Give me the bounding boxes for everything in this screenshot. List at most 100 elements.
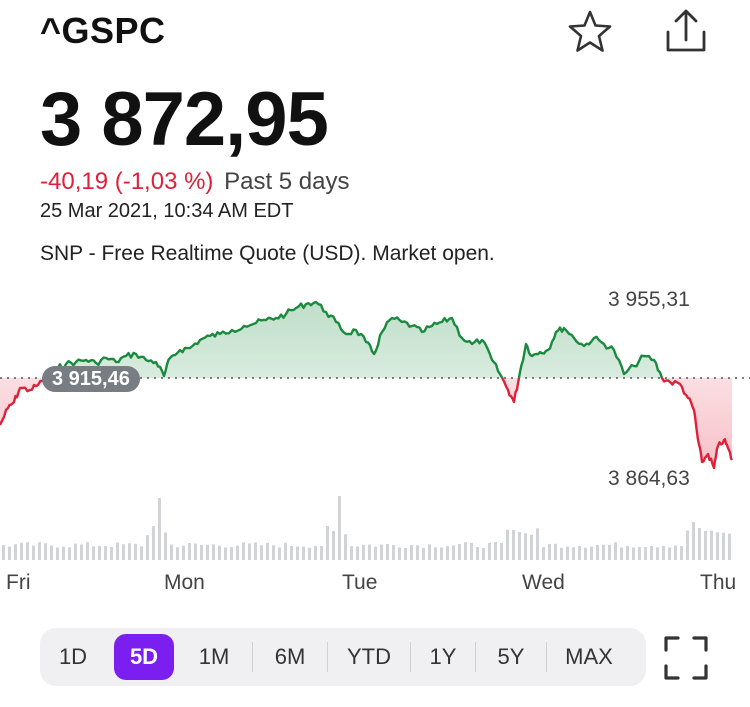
quote-source: SNP - Free Realtime Quote (USD). Market … <box>40 242 495 265</box>
volume-bar <box>32 545 35 560</box>
volume-bar <box>398 547 401 560</box>
volume-bar <box>26 542 29 560</box>
volume-bars <box>2 496 731 560</box>
volume-bar <box>56 547 59 560</box>
range-5d-button[interactable]: 5D <box>114 634 174 680</box>
volume-bar <box>548 543 551 560</box>
volume-bar <box>416 545 419 560</box>
volume-bar <box>710 530 713 560</box>
volume-bar <box>86 542 89 560</box>
volume-bar <box>542 547 545 560</box>
volume-bar <box>266 542 269 560</box>
volume-bar <box>620 547 623 560</box>
volume-bar <box>14 544 17 560</box>
volume-bar <box>242 542 245 560</box>
volume-bar <box>374 546 377 560</box>
volume-bar <box>494 542 497 560</box>
volume-bar <box>578 546 581 560</box>
volume-bar <box>368 544 371 560</box>
volume-bar <box>722 532 725 560</box>
x-label-mon: Mon <box>164 571 205 594</box>
volume-bar <box>164 532 167 560</box>
volume-bar <box>362 544 365 560</box>
volume-bar <box>410 545 413 560</box>
volume-bar <box>464 542 467 560</box>
volume-bar <box>350 546 353 560</box>
volume-bar <box>200 544 203 560</box>
volume-bar <box>98 545 101 560</box>
volume-bar <box>638 547 641 560</box>
volume-bar <box>182 545 185 560</box>
quote-timestamp: 25 Mar 2021, 10:34 AM EDT <box>40 200 294 222</box>
volume-bar <box>440 547 443 560</box>
volume-bar <box>188 543 191 560</box>
price-change: -40,19 (-1,03 %) <box>40 168 214 195</box>
expand-icon[interactable] <box>662 634 710 682</box>
volume-bar <box>284 542 287 560</box>
volume-bar <box>236 545 239 560</box>
volume-bar <box>488 542 491 560</box>
change-line: -40,19 (-1,03 %) Past 5 days <box>40 168 350 196</box>
volume-bar <box>716 532 719 560</box>
volume-bar <box>194 543 197 560</box>
volume-bar <box>506 529 509 560</box>
volume-bar <box>116 542 119 560</box>
range-1m-button[interactable]: 1M <box>198 644 230 669</box>
volume-bar <box>662 546 665 560</box>
volume-bar <box>668 547 671 560</box>
volume-bar <box>566 546 569 560</box>
volume-bar <box>596 545 599 560</box>
share-icon[interactable] <box>660 6 712 56</box>
volume-bar <box>608 544 611 560</box>
price-area-up <box>0 302 732 378</box>
volume-bar <box>530 534 533 560</box>
range-ytd-button[interactable]: YTD <box>347 644 391 669</box>
chart-low-label: 3 864,63 <box>608 467 690 490</box>
volume-bar <box>170 544 173 560</box>
volume-bar <box>38 542 41 560</box>
volume-bar <box>680 546 683 560</box>
price-line-up <box>43 300 664 378</box>
range-max-button[interactable]: MAX <box>565 644 613 669</box>
price-chart[interactable] <box>0 290 750 560</box>
volume-bar <box>104 546 107 560</box>
volume-bar <box>572 547 575 560</box>
range-6m-button[interactable]: 6M <box>274 644 306 669</box>
current-price: 3 872,95 <box>40 77 329 162</box>
volume-bar <box>602 544 605 560</box>
volume-bar <box>356 546 359 560</box>
range-1d-button[interactable]: 1D <box>58 644 88 669</box>
range-separator <box>327 642 328 672</box>
volume-bar <box>476 546 479 560</box>
volume-bar <box>146 535 149 560</box>
volume-bar <box>272 545 275 560</box>
volume-bar <box>704 530 707 560</box>
volume-bar <box>632 547 635 560</box>
star-icon[interactable] <box>566 8 614 56</box>
volume-bar <box>590 546 593 560</box>
volume-bar <box>524 533 527 560</box>
volume-bar <box>8 546 11 560</box>
volume-bar <box>302 546 305 560</box>
x-label-fri: Fri <box>6 571 31 594</box>
volume-bar <box>50 545 53 560</box>
volume-bar <box>224 547 227 560</box>
volume-bar <box>230 547 233 560</box>
volume-bar <box>686 530 689 560</box>
volume-bar <box>212 544 215 560</box>
volume-bar <box>308 547 311 560</box>
volume-bar <box>458 543 461 560</box>
x-label-thu: Thu <box>700 571 737 594</box>
volume-bar <box>644 547 647 560</box>
range-separator <box>475 642 476 672</box>
volume-bar <box>386 544 389 560</box>
volume-bar <box>536 528 539 560</box>
range-5y-button[interactable]: 5Y <box>497 644 525 669</box>
volume-bar <box>338 496 341 560</box>
volume-bar <box>518 532 521 560</box>
volume-bar <box>20 542 23 560</box>
volume-bar <box>422 547 425 560</box>
range-1y-button[interactable]: 1Y <box>429 644 457 669</box>
volume-bar <box>62 546 65 560</box>
volume-bar <box>320 545 323 560</box>
